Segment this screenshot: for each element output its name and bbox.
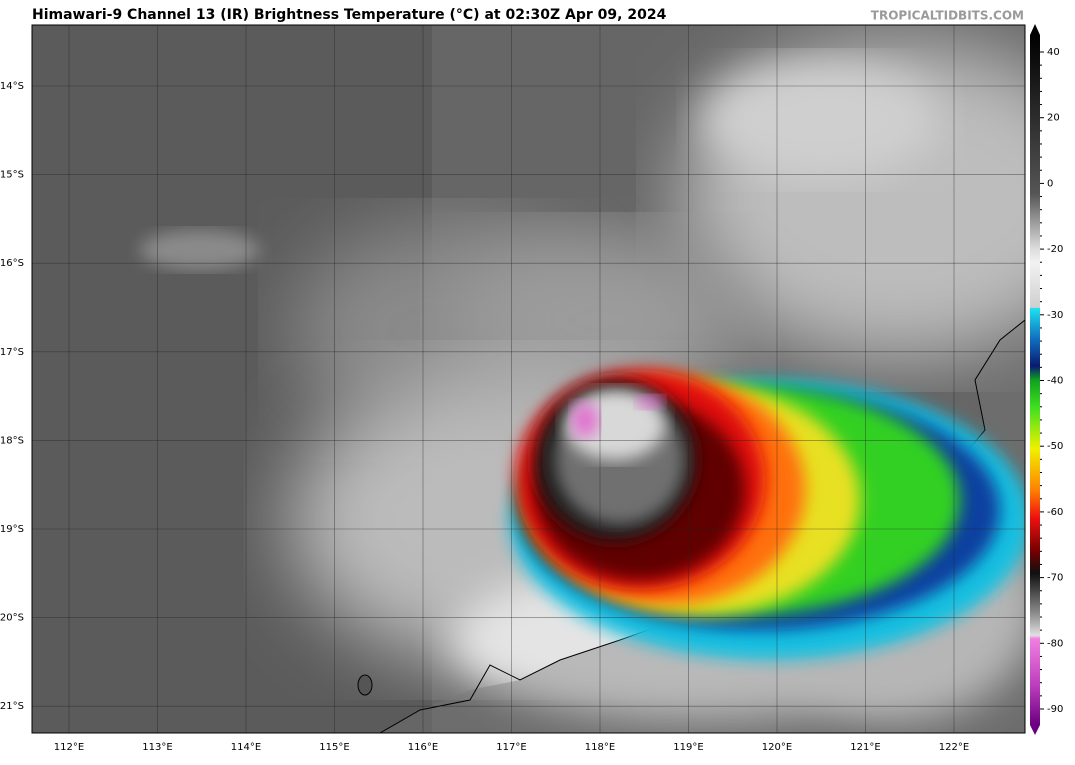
credit: TROPICALTIDBITS.COM bbox=[871, 9, 1024, 23]
longitude-label: 120°E bbox=[762, 742, 792, 753]
colorbar-tick-label: -90 bbox=[1047, 704, 1063, 715]
colorbar-bottom-arrow bbox=[1030, 725, 1040, 735]
satellite-image bbox=[32, 25, 1025, 733]
longitude-label: 112°E bbox=[54, 742, 84, 753]
longitude-label: 114°E bbox=[231, 742, 261, 753]
longitude-label: 122°E bbox=[939, 742, 969, 753]
title: Himawari-9 Channel 13 (IR) Brightness Te… bbox=[32, 7, 667, 23]
colorbar-tick-label: -70 bbox=[1047, 573, 1063, 584]
longitude-label: 115°E bbox=[319, 742, 349, 753]
latitude-label: 14°S bbox=[0, 81, 24, 92]
colorbar-tick-label: -30 bbox=[1047, 310, 1063, 321]
latitude-label: 21°S bbox=[0, 701, 24, 712]
longitude-label: 116°E bbox=[408, 742, 438, 753]
colorbar-tick-label: -20 bbox=[1047, 244, 1063, 255]
latitude-label: 18°S bbox=[0, 435, 24, 446]
longitude-label: 118°E bbox=[585, 742, 615, 753]
latitude-label: 19°S bbox=[0, 524, 24, 535]
colorbar-tick-label: 40 bbox=[1047, 47, 1060, 58]
longitude-label: 117°E bbox=[496, 742, 526, 753]
latitude-label: 15°S bbox=[0, 170, 24, 181]
colorbar-tick-label: -40 bbox=[1047, 376, 1063, 387]
longitude-label: 113°E bbox=[142, 742, 172, 753]
latitude-label: 17°S bbox=[0, 347, 24, 358]
graticule: 14°S 15°S 16°S 17°S 18°S 19°S 20°S 21°S 112°E 113… bbox=[0, 25, 1025, 753]
colorbar-ticks: 40 20 0 -20 -30 -40 -50 -60 -70 -80 -90 bbox=[1040, 47, 1063, 715]
colorbar-top-arrow bbox=[1030, 24, 1040, 35]
colorbar-tick-label: 20 bbox=[1047, 113, 1060, 124]
longitude-label: 119°E bbox=[673, 742, 703, 753]
latitude-label: 16°S bbox=[0, 258, 24, 269]
colorbar bbox=[1030, 35, 1040, 725]
map-frame bbox=[31, 24, 1026, 734]
latitude-label: 20°S bbox=[0, 613, 24, 624]
colorbar-tick-label: -80 bbox=[1047, 638, 1063, 649]
colorbar-tick-label: -60 bbox=[1047, 507, 1063, 518]
colorbar-tick-label: 0 bbox=[1047, 178, 1053, 189]
colorbar-tick-label: -50 bbox=[1047, 441, 1063, 452]
longitude-label: 121°E bbox=[850, 742, 880, 753]
